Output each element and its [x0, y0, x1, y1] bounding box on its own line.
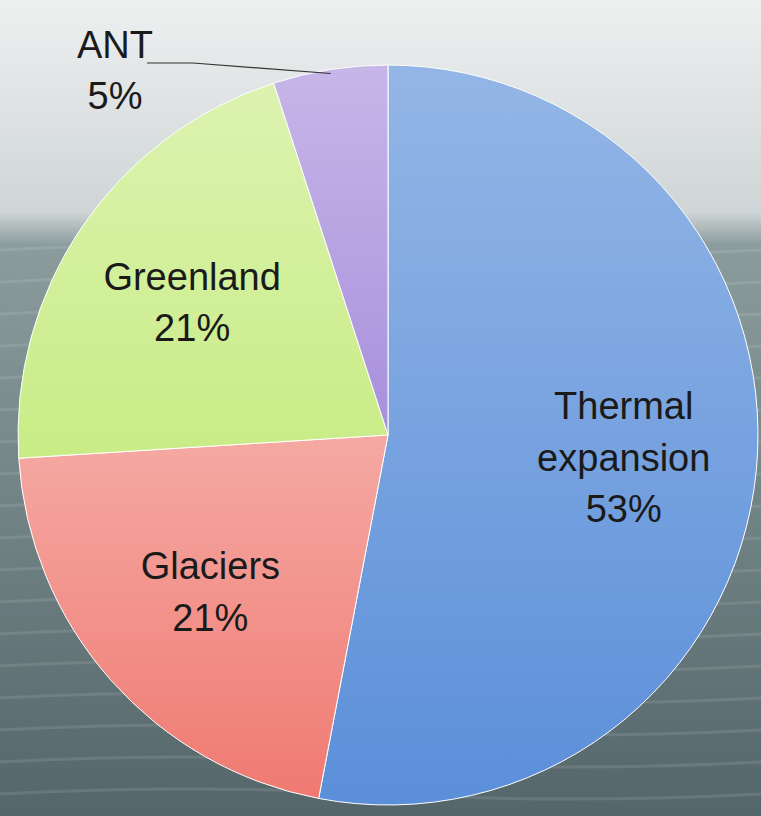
leader-line	[147, 63, 331, 74]
slice-value: 5%	[88, 75, 143, 117]
slice-label: Glaciers	[141, 545, 280, 587]
background	[0, 0, 761, 816]
slice-label: Greenland	[103, 256, 280, 298]
label-line: expansion	[537, 437, 710, 479]
slice-value: 53%	[586, 488, 662, 530]
label-line: Thermal	[554, 385, 693, 427]
label-line: Greenland	[103, 256, 280, 298]
chart: Thermal expansion 53% Glaciers 21% Greenland 2…	[0, 0, 761, 816]
pie-slice	[19, 435, 388, 798]
pie-slice	[274, 65, 388, 435]
pie	[18, 65, 758, 805]
labels: Thermal expansion 53% Glaciers 21% Greenland 2…	[77, 24, 710, 639]
slice-label: ANT	[77, 24, 153, 66]
slice-value: 21%	[172, 597, 248, 639]
slice-value: 21%	[154, 307, 230, 349]
slice-label: Thermal expansion	[537, 385, 710, 478]
label-line: Glaciers	[141, 545, 280, 587]
